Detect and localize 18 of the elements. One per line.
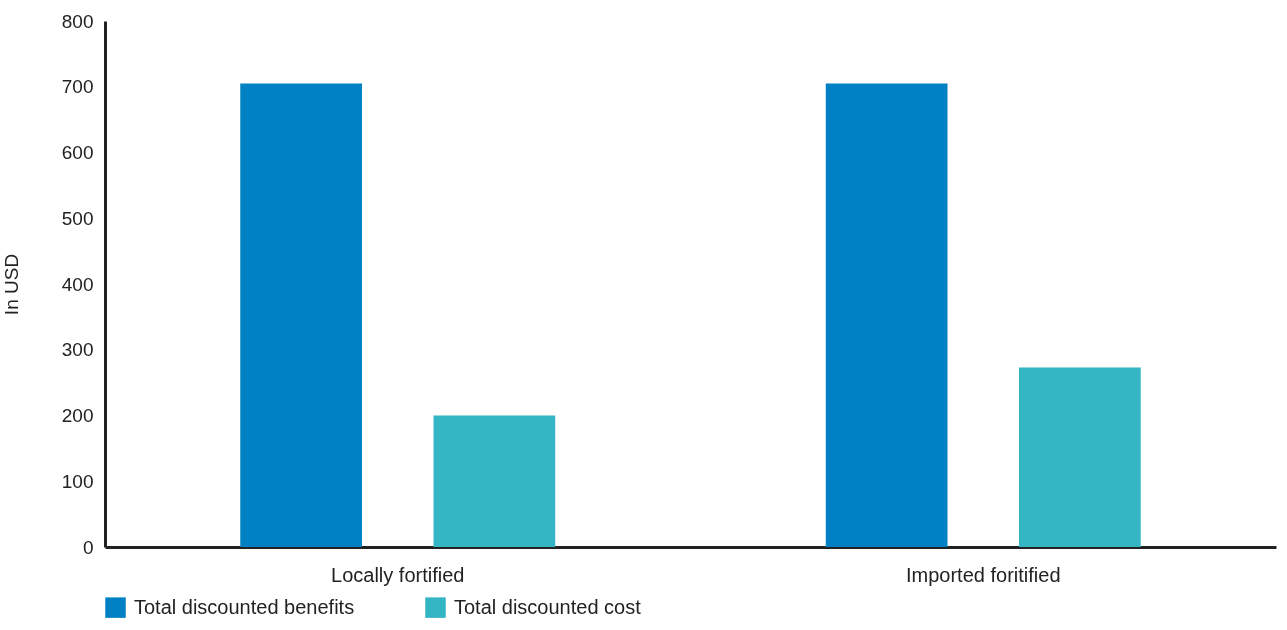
legend-label: Total discounted benefits <box>134 595 355 618</box>
y-tick-label: 500 <box>61 207 94 229</box>
y-tick-label: 600 <box>61 142 94 163</box>
legend-label: Total discounted cost <box>454 595 642 618</box>
y-tick-label: 200 <box>61 405 94 426</box>
y-tick-label: 400 <box>61 273 94 295</box>
bar <box>240 83 362 547</box>
y-tick-label: 300 <box>61 339 94 361</box>
bar <box>433 415 556 547</box>
y-tick-label: 0 <box>82 536 94 558</box>
y-axis-title: In USD <box>0 253 22 316</box>
y-tick-label: 800 <box>61 10 94 32</box>
y-tick-label: 700 <box>61 76 94 98</box>
y-tick-label: 100 <box>61 470 94 492</box>
x-tick-label: Imported foritified <box>905 563 1061 586</box>
x-tick-label: Locally fortified <box>331 563 465 586</box>
bar <box>825 83 948 547</box>
bar <box>1019 367 1141 547</box>
